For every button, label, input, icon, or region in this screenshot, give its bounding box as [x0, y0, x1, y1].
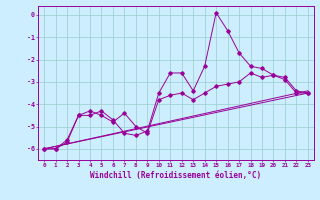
X-axis label: Windchill (Refroidissement éolien,°C): Windchill (Refroidissement éolien,°C)	[91, 171, 261, 180]
